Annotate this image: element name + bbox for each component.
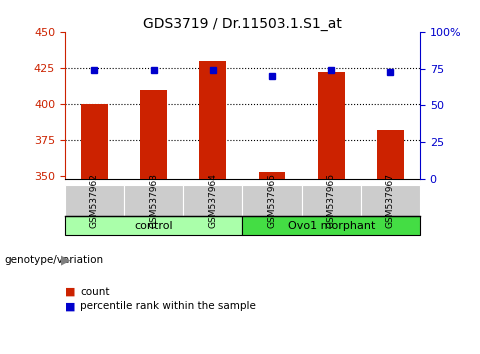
Text: GSM537966: GSM537966 (327, 172, 336, 228)
Bar (377, 130, 404, 179)
Bar (242, 216, 420, 235)
Text: control: control (134, 221, 173, 230)
Text: ▶: ▶ (61, 254, 71, 267)
Bar (81, 104, 108, 179)
Text: GSM537962: GSM537962 (90, 173, 99, 228)
Text: GSM537965: GSM537965 (267, 172, 276, 228)
Bar (200, 61, 226, 179)
Text: GSM537964: GSM537964 (208, 173, 217, 228)
Text: percentile rank within the sample: percentile rank within the sample (80, 301, 256, 311)
Bar (140, 90, 167, 179)
Bar (183, 184, 242, 216)
Bar (242, 184, 301, 216)
Text: ■: ■ (65, 287, 75, 297)
Text: genotype/variation: genotype/variation (5, 255, 104, 265)
Bar (301, 184, 361, 216)
Text: GSM537963: GSM537963 (149, 172, 158, 228)
Title: GDS3719 / Dr.11503.1.S1_at: GDS3719 / Dr.11503.1.S1_at (143, 17, 342, 31)
Bar (65, 184, 124, 216)
Text: ■: ■ (65, 301, 75, 311)
Text: count: count (80, 287, 109, 297)
Bar (361, 184, 420, 216)
Text: Ovo1 morphant: Ovo1 morphant (288, 221, 375, 230)
Bar (124, 184, 183, 216)
Bar (318, 72, 345, 179)
Bar (65, 216, 242, 235)
Text: GSM537967: GSM537967 (386, 172, 395, 228)
Bar (259, 172, 285, 179)
